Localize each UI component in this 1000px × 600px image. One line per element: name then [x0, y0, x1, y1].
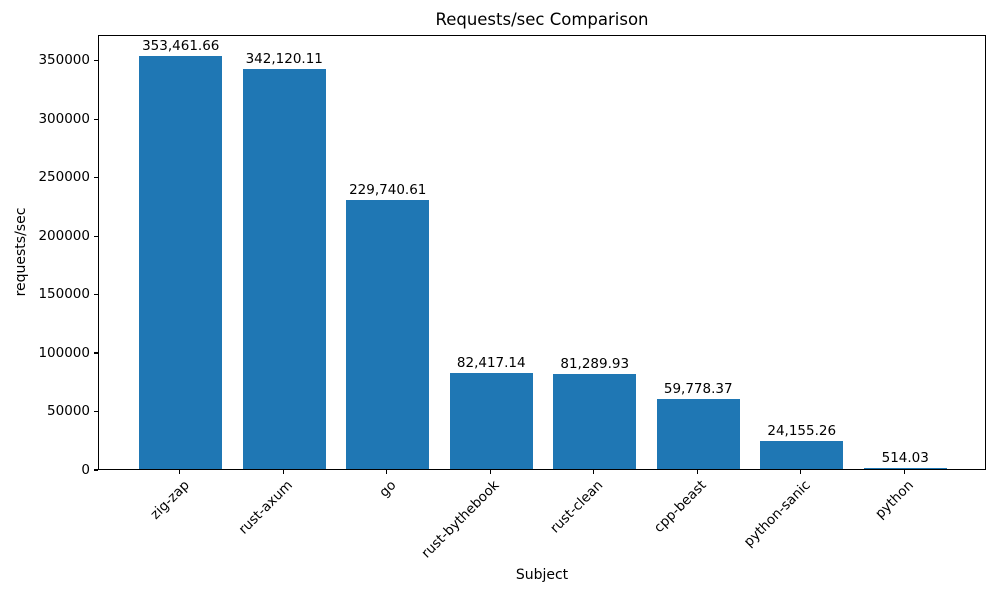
x-tick-mark [800, 470, 802, 474]
bar-python-sanic [760, 440, 844, 469]
bar-rust-axum [242, 68, 326, 469]
bar-rust-clean [553, 373, 637, 469]
bar-value-label-python: 514.03 [881, 450, 929, 466]
y-axis-label: requests/sec [13, 207, 29, 297]
bar-value-label-cpp-beast: 59,778.37 [663, 381, 733, 398]
x-tick-mark [282, 470, 284, 474]
bar-value-label-rust-bythebook: 82,417.14 [456, 354, 526, 371]
y-tick-mark [94, 235, 98, 237]
x-tick-mark [179, 470, 181, 474]
chart-title: Requests/sec Comparison [435, 10, 649, 29]
y-tick-label: 150000 [38, 286, 90, 303]
bar-value-label-python-sanic: 24,155.26 [767, 422, 837, 439]
y-tick-mark [94, 469, 98, 471]
bar-zig-zap [139, 55, 223, 469]
plot-area: 353,461.66 342,120.11 229,740.61 82,417.14 8… [98, 35, 986, 470]
y-tick-mark [94, 60, 98, 62]
x-tick-mark [386, 470, 388, 474]
y-tick-label: 100000 [38, 344, 90, 361]
bar-value-label-rust-axum: 342,120.11 [245, 50, 323, 67]
x-tick-label-cpp-beast: cpp-beast [651, 477, 710, 536]
x-tick-label-rust-bythebook: rust-bythebook [418, 477, 503, 562]
x-tick-label-zig-zap: zig-zap [146, 477, 193, 523]
x-tick-label-go: go [376, 477, 400, 501]
y-tick-mark [94, 293, 98, 296]
bar-go [346, 200, 430, 469]
y-tick-mark [94, 410, 98, 413]
y-tick-label: 0 [81, 461, 90, 478]
y-tick-label: 350000 [38, 52, 90, 69]
bar-value-label-zig-zap: 353,461.66 [142, 37, 220, 54]
y-tick-label: 50000 [47, 403, 90, 420]
x-tick-mark [696, 470, 698, 474]
bar-cpp-beast [656, 399, 740, 469]
y-tick-mark [94, 177, 98, 179]
y-tick-label: 200000 [38, 227, 90, 244]
x-tick-mark [489, 470, 491, 474]
bar-python [863, 468, 947, 469]
y-tick-mark [94, 352, 98, 354]
x-tick-label-python: python [872, 477, 917, 523]
y-tick-mark [94, 118, 98, 120]
y-tick-label: 300000 [38, 110, 90, 127]
x-tick-label-rust-axum: rust-axum [235, 477, 296, 538]
x-tick-mark [903, 470, 905, 474]
x-axis-label: Subject [515, 567, 569, 583]
bar-rust-bythebook [449, 372, 533, 469]
y-tick-label: 250000 [38, 169, 90, 186]
x-tick-label-rust-clean: rust-clean [547, 477, 607, 537]
bar-value-label-rust-clean: 81,289.93 [560, 355, 630, 372]
x-tick-mark [593, 470, 595, 474]
x-tick-label-python-sanic: python-sanic [740, 477, 814, 551]
bar-value-label-go: 229,740.61 [349, 182, 427, 199]
